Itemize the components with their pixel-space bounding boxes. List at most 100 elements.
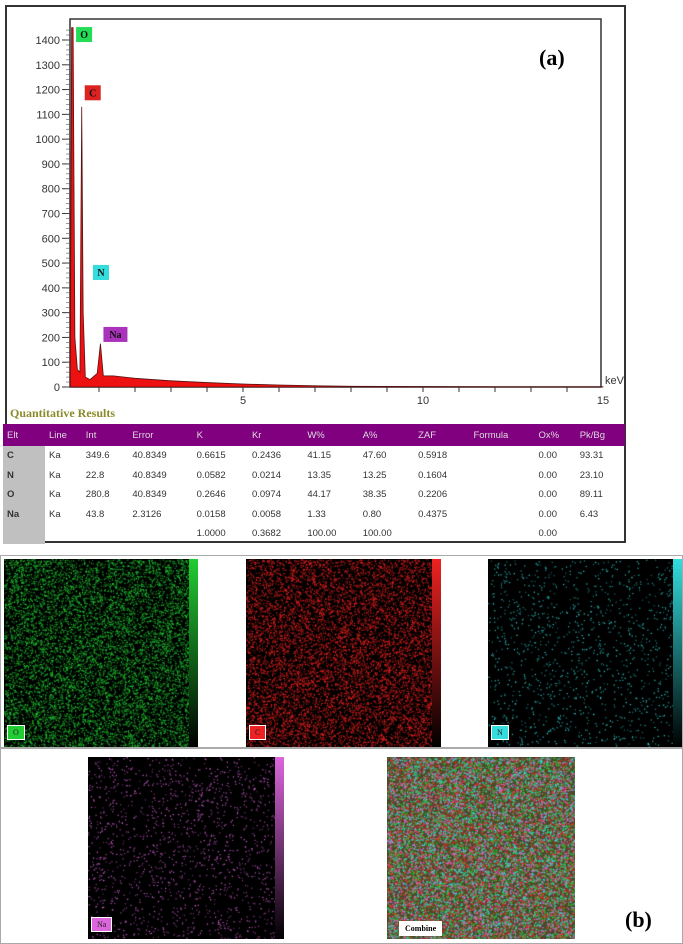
column-header: Formula [469, 424, 534, 446]
column-header: Pk/Bg [576, 424, 625, 446]
table-cell: 0.3682 [248, 524, 303, 544]
table-cell: 0.6615 [193, 446, 248, 466]
table-cell: Ka [45, 466, 82, 486]
panel-a-label: (a) [539, 45, 565, 71]
table-cell: 1.33 [303, 505, 358, 525]
map-label: Na [91, 917, 112, 932]
y-tick-label: 1200 [36, 85, 60, 97]
table-cell: 0.00 [535, 466, 576, 486]
table-cell: 100.00 [359, 524, 414, 544]
table-cell: 89.11 [576, 485, 625, 505]
map-label: N [491, 725, 509, 740]
table-cell [576, 524, 625, 544]
table-cell: 44.17 [303, 485, 358, 505]
map-label: C [249, 725, 266, 740]
column-header: ZAF [414, 424, 469, 446]
map-image [4, 559, 189, 747]
table-cell: 13.35 [303, 466, 358, 486]
plot-area [70, 19, 601, 387]
table-cell [414, 524, 469, 544]
column-header: Kr [248, 424, 303, 446]
table-row: O Ka 280.8 40.8349 0.2646 0.0974 44.17 38.35 0.2… [3, 485, 625, 505]
x-tick-label: 5 [240, 395, 246, 407]
table-cell: 0.5918 [414, 446, 469, 466]
intensity-color-bar [673, 559, 682, 747]
table-cell: 47.60 [359, 446, 414, 466]
spectrum-chart: 0100200300400500600700800900100011001200… [7, 7, 628, 407]
quantitative-results-table: Elt Line Int Error K Kr W% A% ZAF Formula Ox% Pk/Bg… [3, 424, 625, 544]
peak-label-na: Na [109, 330, 121, 341]
y-tick-label: 800 [42, 184, 60, 196]
table-cell: 0.2646 [193, 485, 248, 505]
table-cell: Ka [45, 485, 82, 505]
maps-row-2: (b) Na Combine [0, 748, 683, 944]
table-cell: N [3, 466, 45, 486]
table-cell: 0.00 [535, 446, 576, 466]
table-cell: 13.25 [359, 466, 414, 486]
x-axis-label: keV [605, 375, 625, 387]
peak-label-o: O [80, 30, 88, 41]
y-tick-label: 600 [42, 233, 60, 245]
column-header: W% [303, 424, 358, 446]
table-cell: 43.8 [82, 505, 129, 525]
y-tick-label: 700 [42, 209, 60, 221]
table-cell: 0.1604 [414, 466, 469, 486]
table-cell: Na [3, 505, 45, 525]
table-cell: 0.4375 [414, 505, 469, 525]
table-cell: Ka [45, 505, 82, 525]
element-map-o: O [4, 559, 198, 747]
y-tick-label: 500 [42, 258, 60, 270]
x-tick-label: 15 [597, 395, 609, 407]
table-cell: 0.00 [535, 485, 576, 505]
table-cell: 0.2206 [414, 485, 469, 505]
table-row: N Ka 22.8 40.8349 0.0582 0.0214 13.35 13.25 0.16… [3, 466, 625, 486]
peak-label-c: C [89, 88, 96, 99]
table-cell: 280.8 [82, 485, 129, 505]
y-tick-label: 100 [42, 357, 60, 369]
element-map-combine: Combine [387, 757, 575, 939]
table-cell: 40.8349 [128, 466, 192, 486]
table-cell: 0.00 [535, 524, 576, 544]
column-header: A% [359, 424, 414, 446]
table-row: Na Ka 43.8 2.3126 0.0158 0.0058 1.33 0.80 0.4375… [3, 505, 625, 525]
intensity-color-bar [432, 559, 441, 747]
table-cell: 1.0000 [193, 524, 248, 544]
table-cell: 2.3126 [128, 505, 192, 525]
column-header: Ox% [535, 424, 576, 446]
column-header: Line [45, 424, 82, 446]
table-cell [469, 485, 534, 505]
table-cell: 100.00 [303, 524, 358, 544]
table-cell: 22.8 [82, 466, 129, 486]
table-row: C Ka 349.6 40.8349 0.6615 0.2436 41.15 47.60 0.5… [3, 446, 625, 466]
element-map-na: Na [88, 757, 284, 939]
table-cell: 0.0582 [193, 466, 248, 486]
table-cell [82, 524, 129, 544]
y-tick-label: 200 [42, 332, 60, 344]
table-cell: 0.0974 [248, 485, 303, 505]
table-cell: 40.8349 [128, 446, 192, 466]
table-cell: 349.6 [82, 446, 129, 466]
map-image [387, 757, 575, 939]
panel-b-label: (b) [625, 907, 652, 933]
table-row: 1.0000 0.3682 100.00 100.00 0.00 [3, 524, 625, 544]
column-header: Error [128, 424, 192, 446]
table-cell: O [3, 485, 45, 505]
table-cell [45, 524, 82, 544]
table-cell: 38.35 [359, 485, 414, 505]
map-image [488, 559, 673, 747]
table-cell: 0.00 [535, 505, 576, 525]
table-cell [128, 524, 192, 544]
y-tick-label: 1400 [36, 35, 60, 47]
table-cell [469, 466, 534, 486]
element-map-c: C [246, 559, 441, 747]
column-header: K [193, 424, 248, 446]
table-cell [469, 524, 534, 544]
table-cell: C [3, 446, 45, 466]
intensity-color-bar [275, 757, 284, 939]
intensity-color-bar [189, 559, 198, 747]
y-tick-label: 0 [54, 382, 60, 394]
y-tick-label: 1100 [36, 109, 60, 121]
column-header: Int [82, 424, 129, 446]
map-image [246, 559, 432, 747]
y-tick-label: 400 [42, 283, 60, 295]
